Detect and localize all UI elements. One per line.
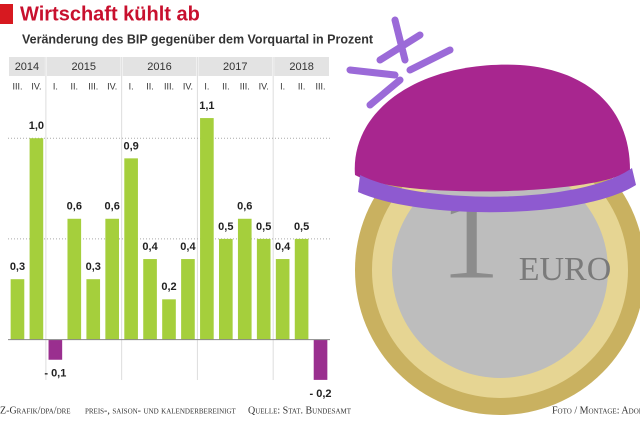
value-label: 0,9 bbox=[123, 140, 138, 152]
hat bbox=[354, 64, 630, 192]
chart-subtitle: Veränderung des BIP gegenüber dem Vorqua… bbox=[22, 32, 374, 46]
value-label: 0,4 bbox=[275, 241, 291, 253]
value-label: 0,5 bbox=[256, 221, 271, 233]
bar bbox=[275, 259, 290, 340]
x-tick-label: II. bbox=[298, 81, 306, 91]
year-label: 2018 bbox=[289, 61, 313, 73]
year-header bbox=[274, 57, 329, 76]
bar bbox=[10, 279, 25, 340]
coin-value: 1 bbox=[440, 171, 500, 304]
x-tick-label: III. bbox=[12, 81, 22, 91]
x-tick-label: IV. bbox=[183, 81, 193, 91]
value-label: 0,6 bbox=[237, 201, 252, 213]
x-tick-label: III. bbox=[316, 81, 326, 91]
bar bbox=[48, 339, 63, 360]
hat-brim bbox=[358, 168, 636, 213]
value-label: 0,6 bbox=[67, 201, 82, 213]
value-label: 0,3 bbox=[10, 261, 25, 273]
footer-text: Foto / Montage: Adobe bbox=[552, 405, 640, 416]
x-tick-label: IV. bbox=[107, 81, 117, 91]
x-tick-label: I. bbox=[280, 81, 285, 91]
value-label: 0,2 bbox=[161, 281, 176, 293]
x-tick-label: II. bbox=[71, 81, 79, 91]
bar bbox=[67, 218, 82, 340]
footer-text: preis-, saison- und kalenderbereinigt bbox=[85, 405, 237, 416]
bar bbox=[143, 259, 157, 340]
bar bbox=[256, 238, 271, 340]
x-tick-label: III. bbox=[240, 81, 250, 91]
value-label: 1,0 bbox=[29, 120, 44, 132]
x-tick-label: IV. bbox=[31, 81, 41, 91]
bar bbox=[124, 158, 138, 340]
x-tick-label: III. bbox=[164, 81, 174, 91]
x-tick-label: I. bbox=[129, 81, 134, 91]
year-header bbox=[46, 57, 121, 76]
x-tick-label: II. bbox=[222, 81, 230, 91]
year-label: 2016 bbox=[147, 61, 171, 73]
x-tick-label: IV. bbox=[259, 81, 269, 91]
bar bbox=[313, 339, 328, 380]
bar bbox=[162, 299, 176, 340]
year-label: 2017 bbox=[223, 61, 247, 73]
year-header bbox=[9, 57, 45, 76]
value-label: 0,4 bbox=[180, 241, 196, 253]
year-label: 2015 bbox=[72, 61, 96, 73]
coin-label: EURO bbox=[519, 251, 612, 288]
bar bbox=[219, 238, 233, 340]
x-tick-label: III. bbox=[88, 81, 98, 91]
x-tick-label: I. bbox=[53, 81, 58, 91]
bar bbox=[200, 118, 214, 340]
bar bbox=[86, 279, 101, 340]
value-label: - 0,1 bbox=[44, 368, 66, 380]
footer-text: Z-Grafik/dpa/dre bbox=[0, 405, 71, 416]
value-label: 1,1 bbox=[199, 100, 214, 112]
value-label: 0,3 bbox=[86, 261, 101, 273]
bar bbox=[237, 218, 252, 340]
title-marker bbox=[0, 4, 13, 24]
bar bbox=[294, 238, 309, 340]
value-label: 0,4 bbox=[142, 241, 158, 253]
year-header bbox=[198, 57, 273, 76]
bar bbox=[105, 218, 119, 340]
hat-tassel bbox=[346, 16, 454, 109]
value-label: - 0,2 bbox=[310, 388, 332, 400]
photo: 1 EURO bbox=[346, 16, 640, 415]
x-tick-label: I. bbox=[204, 81, 209, 91]
x-tick-label: II. bbox=[146, 81, 154, 91]
year-header bbox=[122, 57, 197, 76]
value-label: 0,5 bbox=[294, 221, 309, 233]
coin-center bbox=[392, 162, 608, 378]
footer-text: Quelle: Stat. Bundesamt bbox=[248, 405, 352, 416]
chart-title: Wirtschaft kühlt ab bbox=[20, 3, 200, 25]
bar bbox=[29, 138, 44, 340]
year-label: 2014 bbox=[15, 61, 39, 73]
value-label: 0,5 bbox=[218, 221, 233, 233]
value-label: 0,6 bbox=[105, 201, 120, 213]
bar bbox=[181, 259, 195, 340]
